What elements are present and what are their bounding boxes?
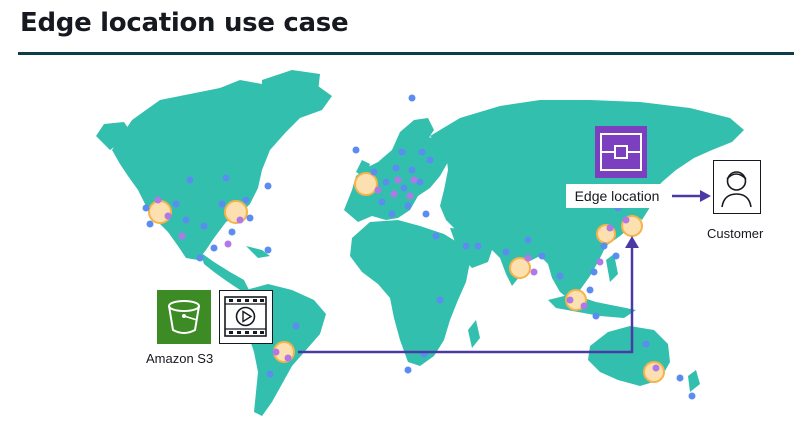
customer-icon [713, 160, 761, 214]
philippines [606, 254, 618, 282]
cache-us-east [224, 200, 248, 224]
arabia [450, 228, 494, 268]
arrow-right-icon [700, 190, 711, 202]
cache-europe-west [354, 172, 378, 196]
africa [350, 220, 470, 366]
caribbean [246, 246, 270, 258]
greenland [262, 70, 320, 112]
indonesia [548, 294, 636, 318]
central-america [200, 252, 250, 292]
route-arrowhead [625, 236, 639, 248]
edge-location-label: Edge location [566, 184, 668, 208]
video-file-icon [219, 290, 273, 344]
cache-india [509, 257, 531, 279]
arctic-islands [210, 80, 262, 96]
cache-australia [643, 361, 665, 383]
edge-location-icon [595, 126, 647, 178]
customer-label: Customer [707, 226, 764, 241]
edge-pops-blue [142, 94, 696, 400]
new-zealand [688, 370, 700, 392]
title-divider [18, 52, 794, 55]
scandinavia [392, 118, 434, 150]
alaska [96, 122, 132, 150]
s3-bucket-icon [157, 290, 211, 344]
edge-pops-purple [154, 176, 660, 372]
north-america [112, 84, 332, 260]
cache-us-west [148, 200, 172, 224]
madagascar [468, 320, 480, 348]
amazon-s3-label: Amazon S3 [146, 351, 214, 366]
slide-title: Edge location use case [20, 8, 349, 38]
delivery-route [298, 244, 634, 354]
